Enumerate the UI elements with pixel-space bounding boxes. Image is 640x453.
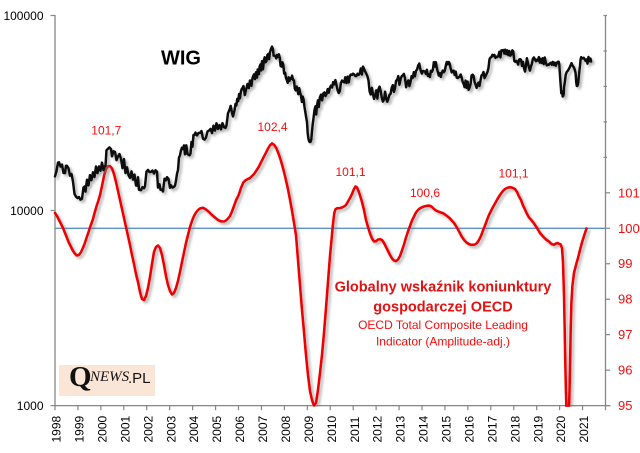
svg-text:2021: 2021: [577, 415, 591, 442]
svg-text:98: 98: [618, 292, 632, 307]
svg-text:2007: 2007: [256, 415, 270, 442]
svg-text:2010: 2010: [325, 415, 339, 442]
svg-text:1998: 1998: [50, 415, 64, 442]
svg-text:2012: 2012: [371, 415, 385, 442]
svg-text:2008: 2008: [279, 415, 293, 442]
svg-text:2002: 2002: [141, 415, 155, 442]
svg-text:gospodarczej OECD: gospodarczej OECD: [373, 300, 512, 316]
svg-text:2001: 2001: [118, 415, 132, 442]
svg-text:10000: 10000: [10, 204, 44, 218]
svg-text:2011: 2011: [348, 416, 362, 442]
svg-text:99: 99: [618, 256, 632, 271]
svg-text:1000: 1000: [17, 399, 44, 413]
svg-text:95: 95: [618, 398, 632, 413]
svg-text:100000: 100000: [3, 9, 43, 23]
svg-text:101,1: 101,1: [335, 165, 365, 179]
svg-text:100,6: 100,6: [410, 186, 440, 200]
svg-text:2009: 2009: [302, 415, 316, 442]
svg-text:WIG: WIG: [161, 48, 201, 70]
svg-text:2018: 2018: [508, 415, 522, 442]
svg-text:96: 96: [618, 363, 632, 378]
svg-text:2014: 2014: [417, 415, 431, 442]
svg-text:2003: 2003: [164, 415, 178, 442]
svg-text:97: 97: [618, 327, 632, 342]
svg-text:Indicator (Amplitude-adj.): Indicator (Amplitude-adj.): [376, 335, 510, 349]
svg-text:2004: 2004: [187, 415, 201, 442]
svg-text:101: 101: [618, 185, 640, 200]
svg-text:1999: 1999: [73, 415, 87, 442]
svg-text:2016: 2016: [462, 415, 476, 442]
svg-text:100: 100: [618, 221, 640, 236]
svg-text:2019: 2019: [531, 415, 545, 442]
svg-text:2015: 2015: [440, 415, 454, 442]
svg-text:2000: 2000: [95, 415, 109, 442]
svg-text:101,1: 101,1: [498, 167, 528, 181]
svg-text:2005: 2005: [210, 415, 224, 442]
svg-text:101,7: 101,7: [91, 124, 121, 138]
svg-text:2017: 2017: [485, 415, 499, 442]
svg-text:2020: 2020: [554, 415, 568, 442]
svg-text:2006: 2006: [233, 415, 247, 442]
svg-text:Globalny wskaźnik koniunktury: Globalny wskaźnik koniunktury: [335, 280, 552, 296]
svg-text:2013: 2013: [394, 415, 408, 442]
svg-text:OECD Total Composite Leading: OECD Total Composite Leading: [358, 318, 528, 332]
svg-text:102,4: 102,4: [257, 120, 287, 134]
